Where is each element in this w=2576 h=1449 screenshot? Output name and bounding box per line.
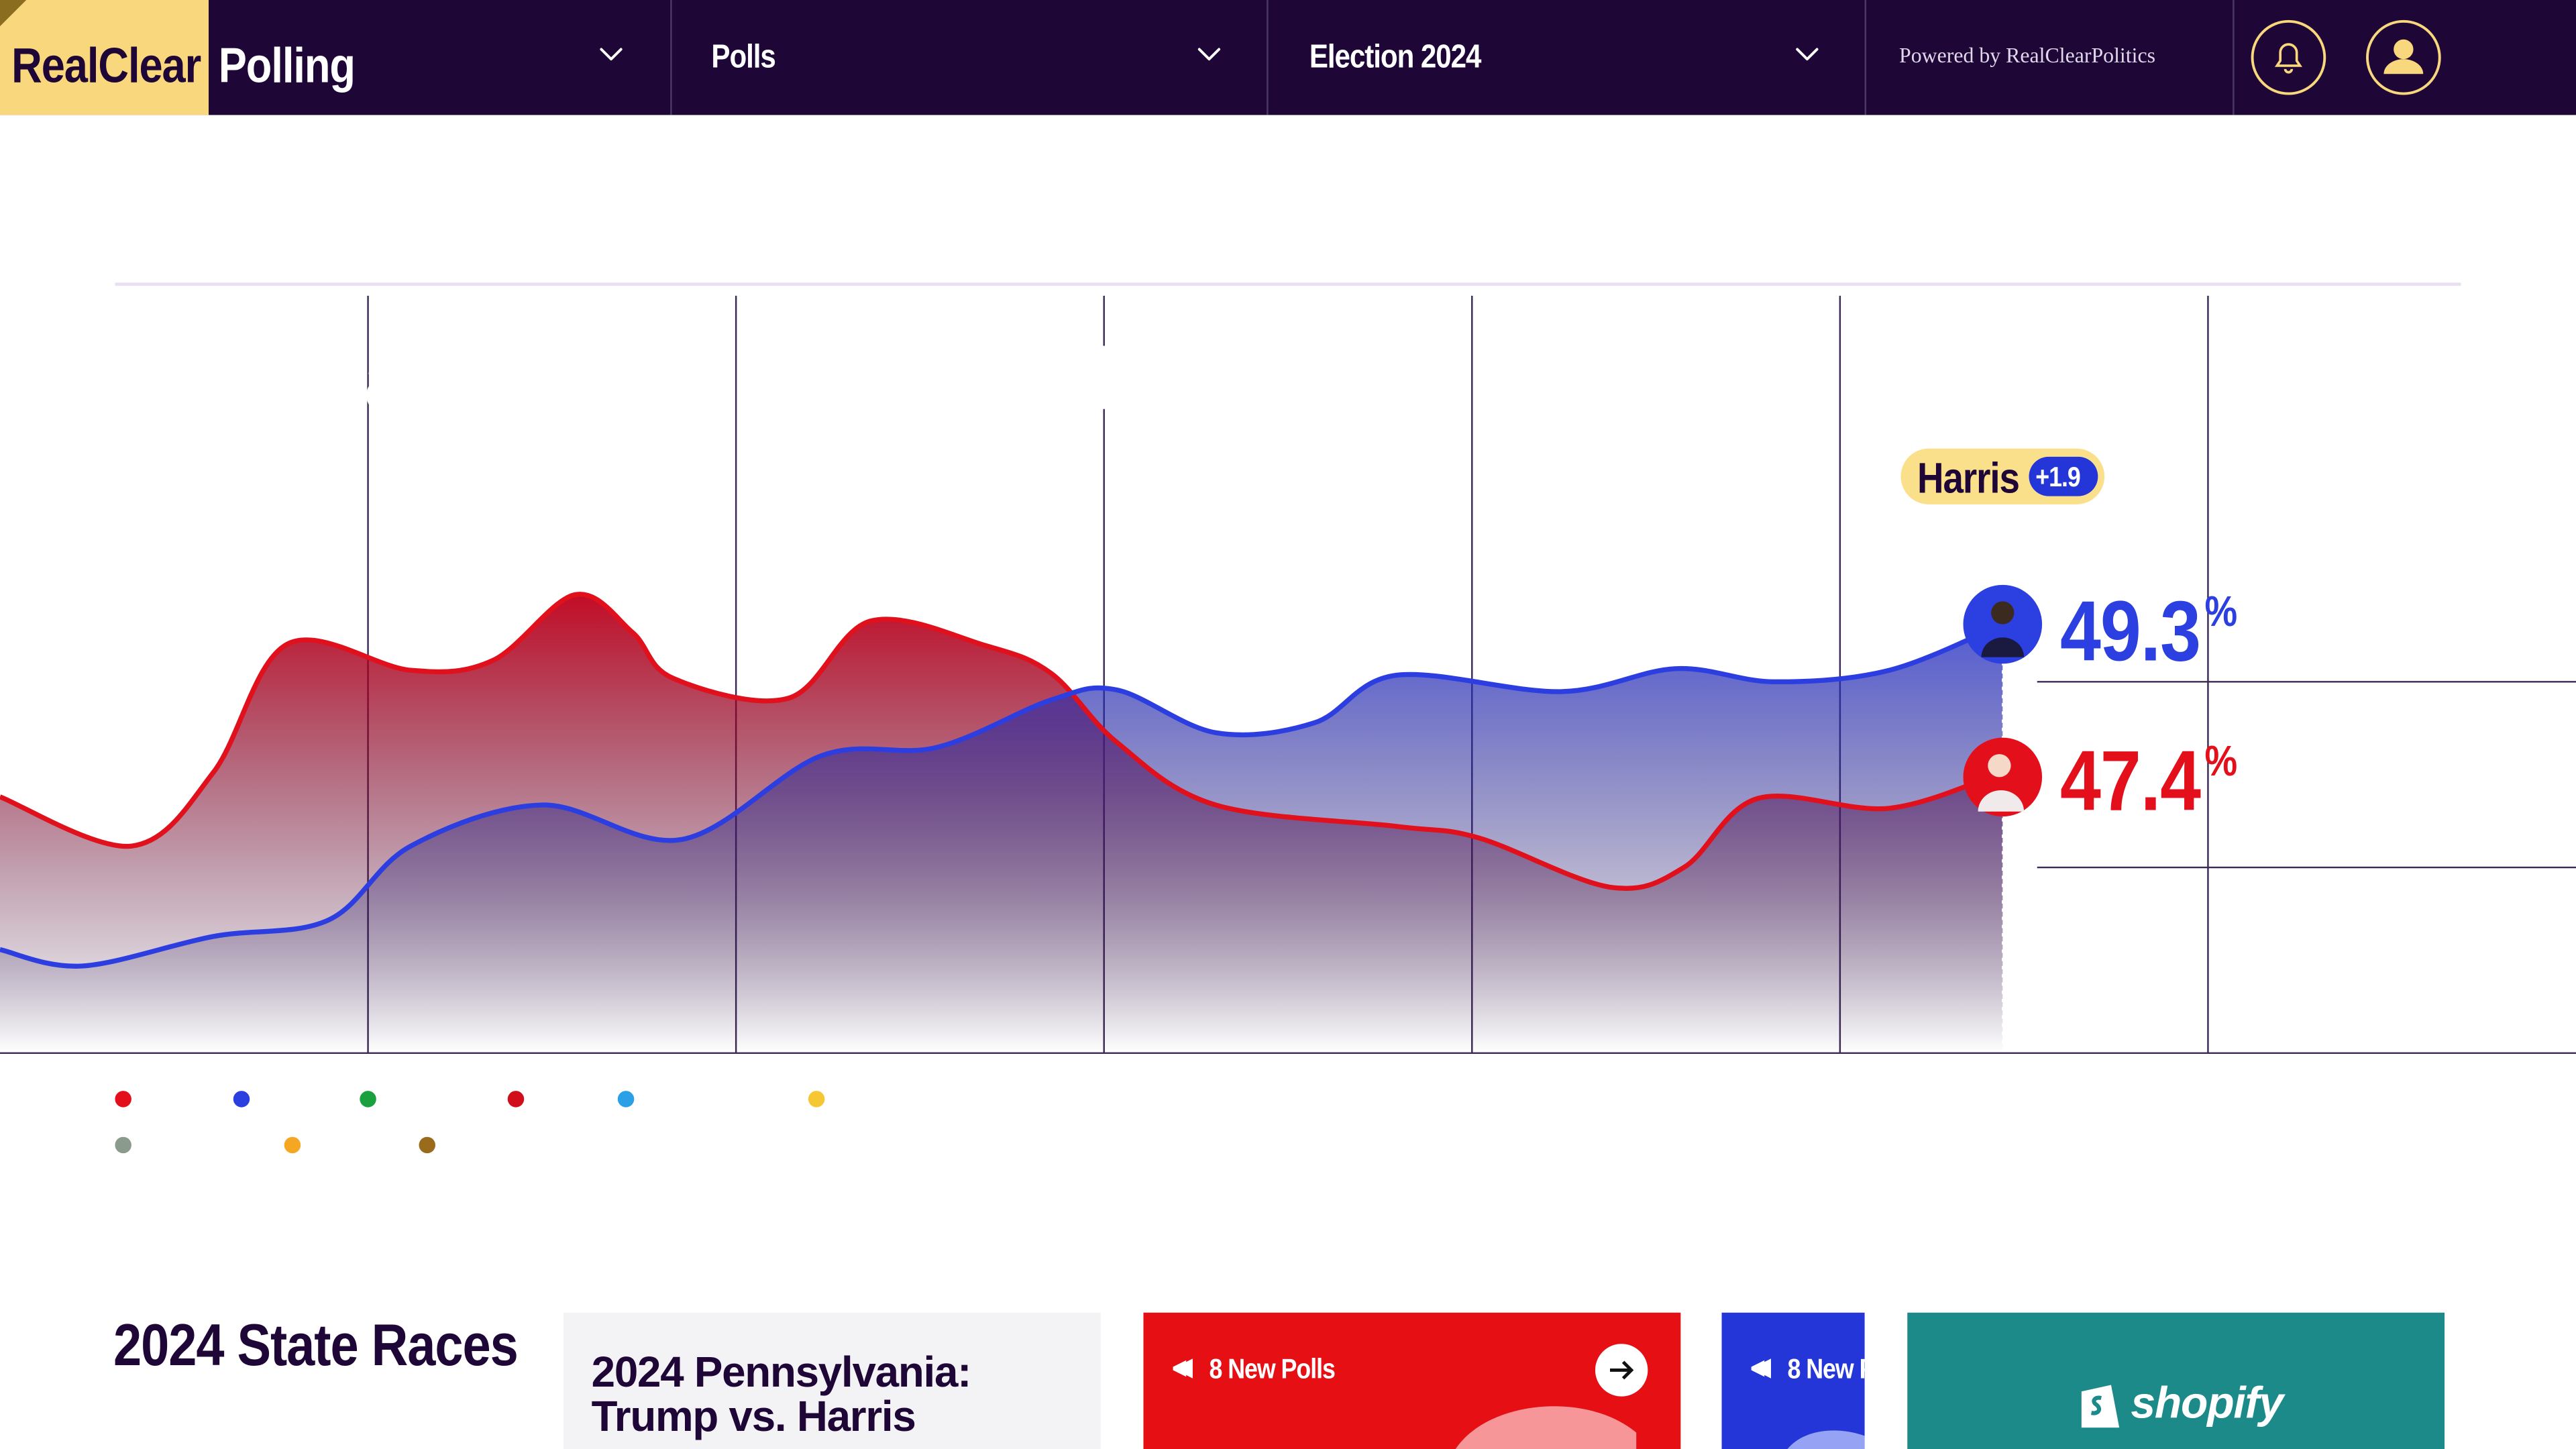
section-title: 2024 State Races — [113, 1311, 519, 1379]
legend-label: Ramaswamy — [643, 1084, 786, 1112]
legend-item[interactable]: Haley — [507, 1084, 596, 1112]
race-card[interactable]: 8 New Polls — [1721, 1312, 1865, 1449]
legend-item[interactable]: Burgum — [284, 1130, 396, 1159]
nav-item[interactable]: Polls — [711, 39, 775, 76]
account-button[interactable] — [2366, 19, 2441, 95]
legend-item[interactable]: Biden — [233, 1084, 337, 1112]
badge: 8 New Polls — [1209, 1353, 1335, 1385]
ad-brand: shopify — [2131, 1378, 2284, 1428]
bell-icon — [2274, 43, 2303, 74]
logo-text: RealClear — [11, 39, 201, 94]
view-race-button[interactable] — [2221, 345, 2461, 415]
trump-avatar — [1963, 737, 2043, 817]
legend-label: Trump — [140, 1084, 210, 1112]
badge: 8 New Polls — [1787, 1353, 1864, 1385]
legend-item[interactable]: DeSantis — [360, 1084, 485, 1112]
logo-text: Polling — [218, 39, 356, 94]
race-card[interactable]: 8 New Polls — [1143, 1312, 1681, 1449]
tab[interactable]: Featured ↓ — [1780, 207, 1915, 239]
ad-card[interactable]: shopify — [1907, 1312, 2445, 1449]
race-card[interactable] — [564, 1312, 1101, 1449]
trump-avatar — [1988, 754, 2011, 777]
button-label: View Race — [2249, 363, 2390, 396]
legend-item[interactable]: Christie — [808, 1084, 916, 1112]
card-title: 2024 Pennsylvania: Trump vs. Harris — [591, 1347, 972, 1441]
bell-button[interactable] — [2251, 19, 2326, 95]
trump-value: 47.4 — [2060, 734, 2201, 830]
legend-dot — [618, 1089, 635, 1107]
trend-shape — [0, 592, 2004, 892]
tab[interactable]: Following ↓ — [2021, 207, 2161, 239]
harris-value: 49.3 — [2060, 584, 2201, 680]
divider — [670, 0, 672, 115]
legend-dot — [284, 1136, 301, 1152]
tab[interactable]: Latest Polls ↓ — [2270, 207, 2437, 239]
trend-shape — [0, 624, 2003, 1053]
legend: Trump Biden DeSantis Haley Ramaswamy Christie… — [115, 1084, 1084, 1159]
legend-dot — [233, 1089, 250, 1107]
trend-shape — [0, 622, 2004, 969]
card-art — [1173, 1344, 1648, 1449]
card-art — [1751, 1358, 1865, 1449]
legend-dot — [418, 1136, 435, 1152]
legend-dot — [115, 1089, 131, 1107]
leader-name: Harris — [1917, 453, 2020, 503]
harris-avatar — [1991, 601, 2015, 625]
legend-item[interactable]: Ramaswamy — [618, 1084, 786, 1112]
powered-by: Powered by RealClearPolitics — [1899, 42, 2155, 68]
lead-margin: +1.9 — [2035, 462, 2081, 493]
tab-label: Latest Polls — [2270, 207, 2415, 239]
legend-label: Scott — [140, 1130, 196, 1159]
logo-box[interactable] — [0, 0, 209, 115]
legend-label: DeSantis — [384, 1084, 485, 1112]
tab-label: Featured — [1780, 207, 1893, 239]
legend-label: Burgum — [309, 1130, 396, 1159]
trump-avatar — [1978, 790, 2025, 812]
legend-item[interactable]: Scott — [115, 1130, 196, 1159]
section-title: Key Polls — [115, 199, 301, 245]
legend-dot — [360, 1089, 377, 1107]
account-icon — [2394, 39, 2414, 60]
tab-label: Following — [2021, 207, 2139, 239]
race-title: 2024 National: Trump Vs. Harris — [113, 325, 1284, 429]
account-icon — [2383, 59, 2424, 74]
harris-avatar — [1981, 637, 2025, 657]
trend-curves — [0, 592, 2004, 1053]
legend-item[interactable]: Hutchison — [418, 1130, 553, 1159]
divider — [1864, 0, 1867, 115]
ad-logo — [2081, 1385, 2120, 1428]
legend-label: Haley — [532, 1084, 596, 1112]
chevrons — [600, 48, 1819, 61]
lead-pill — [2029, 456, 2098, 496]
legend-label: Biden — [257, 1084, 321, 1112]
legend-item[interactable]: Trump — [115, 1084, 210, 1112]
active-dot — [329, 1094, 337, 1103]
legend-label: Hutchison — [443, 1130, 553, 1159]
nav-item[interactable]: Election 2024 — [1309, 39, 1482, 76]
legend-dot — [808, 1089, 825, 1107]
unit: % — [2204, 586, 2238, 636]
divider — [2233, 0, 2235, 115]
divider — [1267, 0, 1269, 115]
legend-dot — [507, 1089, 525, 1107]
logo-corner — [0, 0, 27, 27]
unit: % — [2204, 736, 2238, 786]
legend-label: Christie — [833, 1084, 917, 1112]
legend-dot — [115, 1136, 131, 1152]
header — [0, 0, 2576, 115]
arrow-icon — [2408, 370, 2432, 389]
